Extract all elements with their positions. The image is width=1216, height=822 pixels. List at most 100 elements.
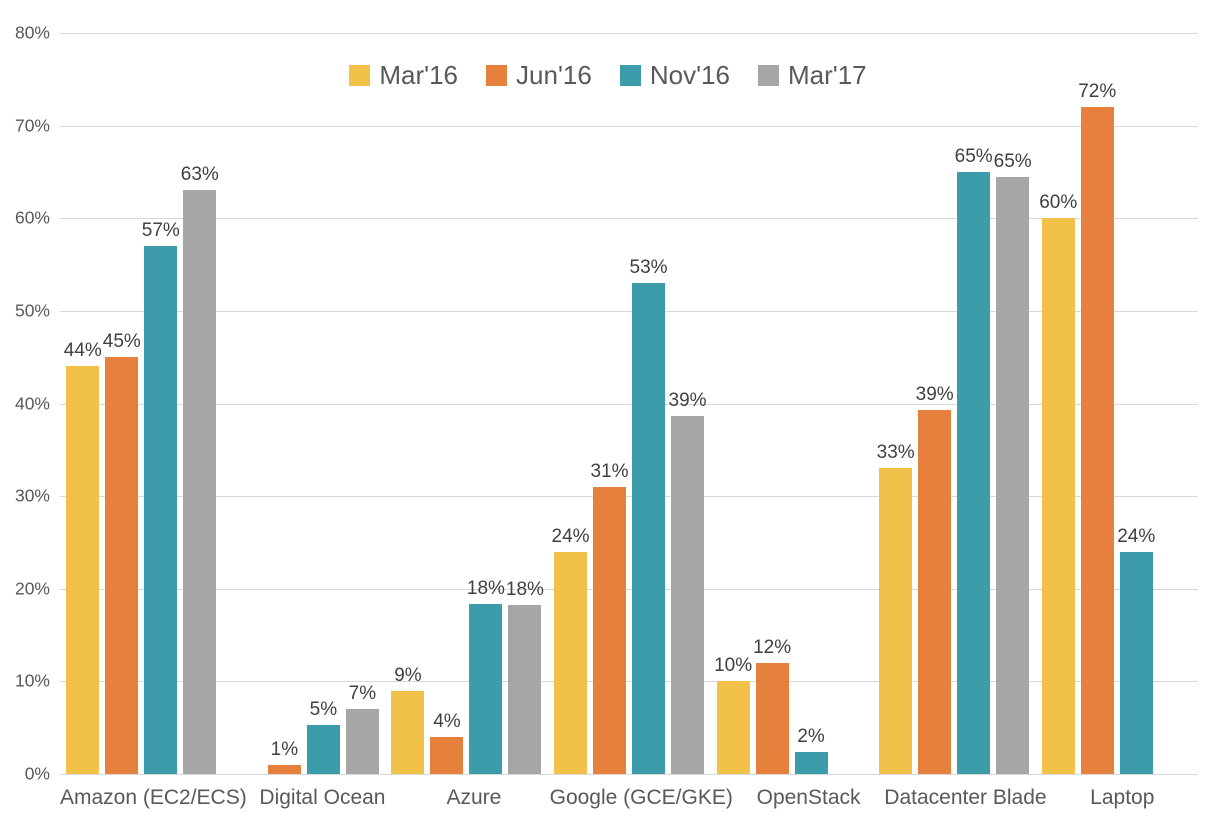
bar-value-label: 10% [714,655,753,677]
bar[interactable] [306,724,340,774]
bar-slot: 63% [181,33,219,774]
bar[interactable] [508,604,542,774]
bar-value-label: 65% [993,150,1032,172]
bar-slot [834,33,867,774]
gridline-30 [60,496,1198,498]
bar[interactable] [996,176,1030,774]
bar-value-label: 12% [753,636,792,658]
gridline-80 [60,33,1198,34]
gridline-50 [60,310,1198,312]
bar[interactable] [267,764,301,774]
plot-area [60,33,1198,775]
bar-value-label: 5% [309,698,338,720]
bar-slot: 5% [306,33,340,774]
bar-slot: 2% [794,33,828,774]
bar[interactable] [1119,551,1153,774]
bar-value-label: 65% [954,145,993,167]
x-axis-label: OpenStack [756,786,861,809]
bar[interactable] [430,736,464,774]
bar-slot: 39% [916,33,954,774]
bar-value-label: 7% [348,683,377,705]
x-axis-label: Amazon (EC2/ECS) [60,786,247,809]
bar-slot: 44% [64,33,102,774]
bar-value-label: 9% [394,664,422,686]
y-axis: 0% 10% 20% 30% 40% 50% 60% 70% 80% [0,0,50,822]
bar-slot: 18% [505,33,544,774]
gridline-0 [60,774,1198,775]
x-axis-category-labels: Amazon (EC2/ECS) Digital Ocean Azure Google… [60,786,1198,810]
y-tick-label-10: 10% [14,670,50,691]
bar[interactable] [632,283,666,774]
bar-group: 33% 39% 65% 65% [873,33,1036,774]
bar-slot: 65% [954,33,993,774]
bar[interactable] [671,415,705,774]
bar-value-label: 31% [590,460,629,482]
bar-slot: 12% [753,33,792,774]
y-tick-label-80: 80% [14,22,50,43]
y-tick-label-70: 70% [14,115,50,136]
bar[interactable] [66,366,100,774]
bar[interactable] [345,709,379,774]
bar[interactable] [391,690,425,774]
gridline-40 [60,403,1198,405]
bar-slot: 45% [102,33,141,774]
bar[interactable] [183,190,217,774]
bar-group: 10% 12% 2% [710,33,873,774]
y-tick-label-20: 20% [14,578,50,599]
bar-value-label: 18% [505,578,544,600]
x-axis-label: Laptop [1090,786,1155,809]
bar-value-label: 4% [433,710,461,732]
bar-slot: 24% [551,33,590,774]
bar[interactable] [794,751,828,774]
bar-group: 1% 5% 7% [223,33,386,774]
bar-value-label: 72% [1078,81,1117,103]
bar[interactable] [593,486,627,774]
bar-slot: 24% [1117,33,1156,774]
gridline-60 [60,218,1198,220]
bar[interactable] [1080,107,1114,774]
bar-value-label: 33% [876,442,915,464]
bar[interactable] [716,681,750,774]
bar-slot: 33% [876,33,915,774]
x-axis-label: Google (GCE/GKE) [549,786,733,809]
bar-group: 44% 45% 57% 63% [60,33,223,774]
bar[interactable] [144,246,178,774]
bar-group: 24% 31% 53% 39% [548,33,711,774]
bar[interactable] [957,171,991,774]
bar-slot: 4% [430,33,464,774]
bar-value-label: 1% [270,738,299,760]
bar-value-label: 45% [102,331,141,353]
bar-slot [1159,33,1192,774]
bar-value-label: 24% [551,525,590,547]
bar-slot: 18% [467,33,505,774]
bar[interactable] [918,409,952,774]
bar[interactable] [755,662,789,774]
bar[interactable] [469,603,503,774]
y-tick-label-0: 0% [24,763,50,784]
bar-slot: 9% [391,33,425,774]
gridline-70 [60,125,1198,127]
bar[interactable] [879,468,913,774]
y-tick-label-40: 40% [14,393,50,413]
bar-value-label: 53% [629,257,668,279]
bar-groups: 44% 45% 57% 63% 1% 5% 7% 9% 4% 18% 18% 24% 31% 53% 39%… [60,33,1198,774]
x-axis-label: Azure [446,786,502,809]
bar-group: 9% 4% 18% 18% [385,33,548,774]
gridline-20 [60,588,1198,590]
bar-slot: 39% [668,33,707,774]
bar-group: 60% 72% 24% [1035,33,1198,774]
bar[interactable] [1041,218,1075,774]
bar-slot: 7% [345,33,379,774]
bar-slot: 72% [1078,33,1117,774]
y-tick-label-60: 60% [14,207,50,228]
bar-value-label: 60% [1039,192,1078,214]
y-tick-label-50: 50% [14,300,50,321]
bar-value-label: 39% [668,389,707,411]
bar-slot: 60% [1039,33,1078,774]
bar[interactable] [554,551,588,774]
bar[interactable] [105,357,139,774]
x-axis-label: Datacenter Blade [884,786,1047,809]
bar-slot: 10% [714,33,753,774]
bar-value-label: 24% [1117,525,1156,547]
